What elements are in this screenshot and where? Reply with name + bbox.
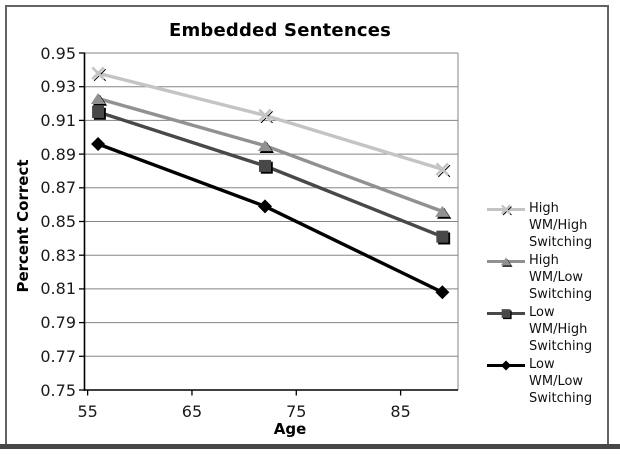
series-high-wm-high-switching <box>91 66 451 178</box>
legend-marker-triangle-icon <box>487 257 525 267</box>
legend-label-line: Switching <box>529 235 593 250</box>
y-tick-label: 0.83 <box>40 245 76 265</box>
legend-label: Low WM/Low Switching <box>529 356 592 407</box>
legend-label-line: Switching <box>529 391 593 406</box>
legend-label: Low WM/High Switching <box>529 304 592 355</box>
x-tick-label: 75 <box>286 402 307 421</box>
legend-label-line: WM/Low <box>529 374 584 389</box>
legend-label-line: WM/High <box>529 322 588 337</box>
y-tick-label: 0.79 <box>40 313 76 333</box>
legend-label-line: WM/Low <box>529 270 584 285</box>
legend-marker-diamond-icon <box>487 360 525 371</box>
legend-item: Low WM/High Switching <box>486 304 592 355</box>
y-tick-label: 0.87 <box>40 178 76 198</box>
axes <box>79 52 458 396</box>
y-tick-label: 0.91 <box>40 110 76 130</box>
y-tick-label: 0.75 <box>40 380 76 400</box>
series-high-wm-low-switching <box>90 92 452 219</box>
y-tick-label: 0.89 <box>40 144 76 164</box>
x-tick-label: 85 <box>390 402 411 421</box>
legend: High WM/High Switching High WM/Low Switching L… <box>486 200 592 408</box>
chart-frame <box>5 5 609 444</box>
legend-marker-square-icon <box>487 309 525 320</box>
legend-label-line: Switching <box>529 339 593 354</box>
y-tick-label: 0.93 <box>40 77 76 97</box>
legend-label-line: High <box>529 201 559 216</box>
y-tick-label: 0.77 <box>40 346 76 366</box>
legend-item: High WM/High Switching <box>486 200 592 251</box>
frame-bottom-edge <box>0 444 620 449</box>
y-tick-label: 0.81 <box>40 279 76 299</box>
legend-label: High WM/Low Switching <box>529 252 592 303</box>
legend-item: Low WM/Low Switching <box>486 356 592 407</box>
x-axis-title: Age <box>273 420 307 438</box>
y-tick-label: 0.85 <box>40 212 76 231</box>
legend-label-line: WM/High <box>529 218 588 233</box>
x-tick-label: 55 <box>77 402 98 421</box>
legend-label: High WM/High Switching <box>529 200 592 251</box>
series-low-wm-high-switching <box>92 105 451 245</box>
y-tick-label: 0.95 <box>40 43 76 63</box>
legend-label-line: Low <box>529 357 555 372</box>
chart-title: Embedded Sentences <box>168 20 392 41</box>
series-low-wm-low-switching <box>91 136 450 300</box>
legend-label-line: Switching <box>529 287 593 302</box>
y-axis-title: Percent Correct <box>14 159 32 293</box>
legend-item: High WM/Low Switching <box>486 252 592 303</box>
legend-marker-x-icon <box>487 204 525 216</box>
legend-label-line: High <box>529 253 559 268</box>
x-tick-label: 65 <box>181 402 203 421</box>
legend-label-line: Low <box>529 305 555 320</box>
